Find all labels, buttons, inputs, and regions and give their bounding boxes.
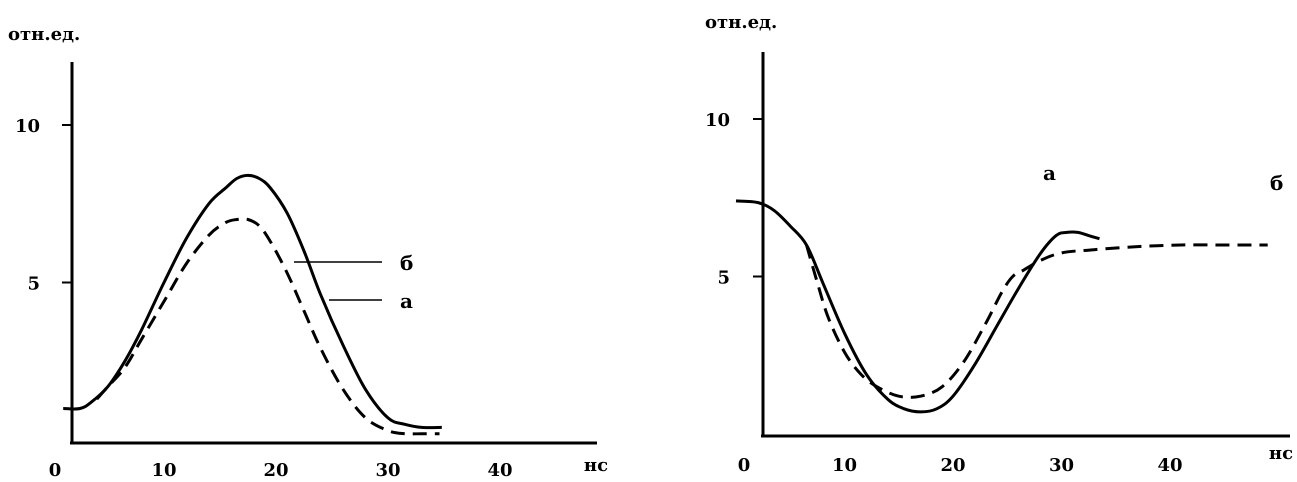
series-line-dashed	[805, 243, 1268, 399]
x-tick-label: 30	[1049, 455, 1074, 476]
series-group	[63, 173, 442, 436]
series-line-solid	[735, 199, 1100, 414]
chart-left: отн.ед. 0 нс 10 20 30 40 5 10 ба	[8, 24, 608, 481]
series-line-solid	[63, 173, 442, 430]
x-tick-label: 40	[1157, 455, 1182, 476]
y-tick-label: 10	[15, 116, 40, 137]
series-label: а	[1043, 161, 1056, 185]
y-axis-title: отн.ед.	[8, 24, 80, 45]
series-line-dashed	[95, 217, 440, 436]
x-tick-label: 20	[940, 455, 965, 476]
y-tick-label: 5	[717, 268, 730, 289]
x-ticks: 10 20 30 40	[832, 455, 1183, 476]
y-axis-title: отн.ед.	[705, 12, 777, 33]
y-tick-label: 10	[705, 110, 730, 131]
origin-label: 0	[738, 455, 751, 476]
y-ticks: 5 10	[15, 116, 72, 295]
y-tick-label: 5	[27, 274, 40, 295]
x-ticks: 10 20 30 40	[151, 460, 512, 481]
origin-label: 0	[49, 460, 62, 481]
x-tick-label: 10	[832, 455, 857, 476]
x-tick-label: 20	[263, 460, 288, 481]
x-tick-label: 30	[375, 460, 400, 481]
y-ticks: 5 10	[705, 110, 763, 289]
x-axis-title: нс	[1269, 443, 1293, 464]
x-tick-label: 10	[151, 460, 176, 481]
x-tick-label: 40	[487, 460, 512, 481]
annotations: ба	[294, 251, 413, 313]
x-axis-title: нс	[584, 455, 608, 476]
series-label: б	[400, 251, 413, 275]
series-label: а	[400, 289, 413, 313]
series-label: б	[1270, 171, 1283, 195]
series-group	[735, 199, 1268, 414]
